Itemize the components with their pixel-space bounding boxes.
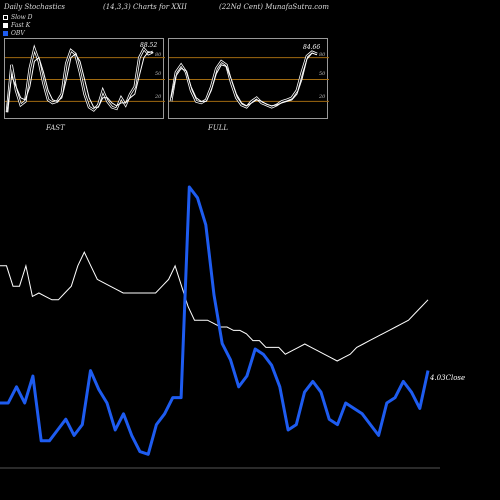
close-price-label: 4.03Close [430,374,465,382]
close-suffix: Close [445,374,466,382]
full-level-20: 20 [319,94,326,100]
full-stochastic-panel [168,38,329,119]
fast-slow-d-line [6,51,154,113]
obv-line [0,185,430,456]
legend-label-slow-d: Slow D [11,14,33,21]
full-slow-d-line [170,52,318,107]
fast-fast-k-line [5,44,154,113]
legend-swatch-fast-k [3,23,8,28]
legend-item-slow-d: Slow D [3,14,33,21]
fast-panel-title: FAST [46,124,65,132]
price-obv-chart [0,185,440,469]
fast-stochastic-plot [5,44,165,113]
fast-stochastic-panel [4,38,165,119]
legend-label-obv: OBV [11,30,25,37]
full-level-80: 80 [319,52,326,58]
legend-label-fast-k: Fast K [11,22,31,29]
legend-item-obv: OBV [3,30,25,37]
close-price-line [0,251,429,362]
full-current-value: 84.66 [303,44,321,51]
chart-header-center: (14,3,3) Charts for XXII [103,3,187,11]
close-price-value: 4.03 [430,374,446,382]
legend-swatch-slow-d [3,15,8,20]
legend-item-fast-k: Fast K [3,22,30,29]
full-panel-title: FULL [208,124,229,132]
chart-header-left: Daily Stochastics [4,3,66,11]
full-fast-k-line-core [170,51,318,108]
full-stochastic-plot [169,50,329,109]
fast-level-20: 20 [155,94,162,100]
chart-header-right: (22Nd Cent) MunafaSutra.com [219,3,330,11]
legend-swatch-obv [3,31,8,36]
fast-fast-k-line-core [6,47,154,113]
fast-level-80: 80 [155,52,162,58]
fast-current-value: 88.52 [140,42,158,49]
full-level-50: 50 [319,71,326,77]
fast-level-50: 50 [155,71,162,77]
